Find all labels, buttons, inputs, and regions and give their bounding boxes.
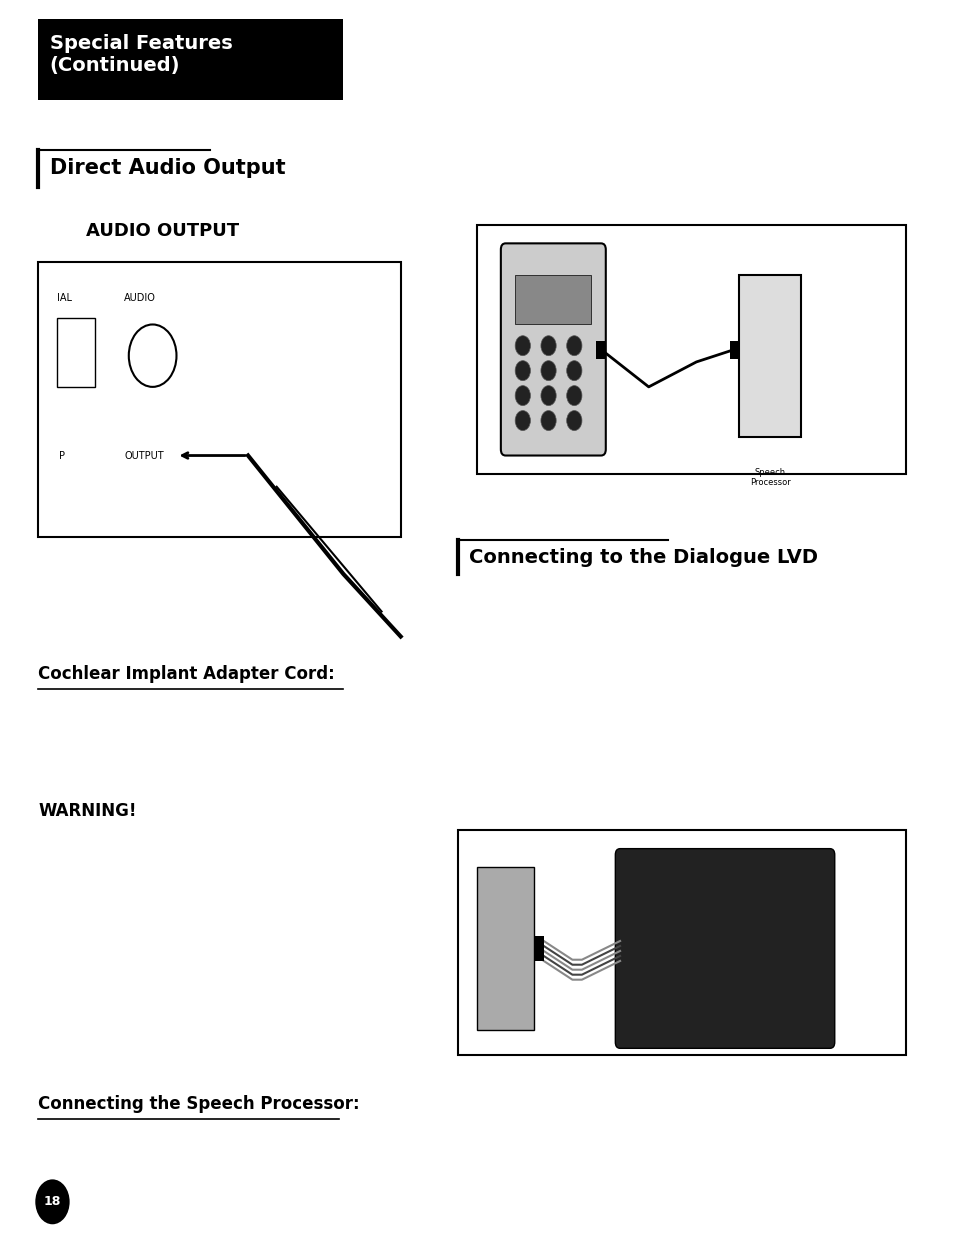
Bar bbox=[476, 225, 905, 474]
Bar bbox=[476, 867, 534, 1030]
Circle shape bbox=[515, 411, 530, 431]
Bar bbox=[515, 275, 591, 324]
Circle shape bbox=[540, 336, 556, 356]
Text: Special Features
(Continued): Special Features (Continued) bbox=[50, 34, 233, 75]
Bar bbox=[729, 341, 739, 359]
Bar bbox=[38, 262, 400, 537]
Circle shape bbox=[35, 1179, 70, 1224]
Circle shape bbox=[515, 336, 530, 356]
FancyBboxPatch shape bbox=[615, 849, 834, 1048]
Circle shape bbox=[540, 386, 556, 406]
Text: AUDIO: AUDIO bbox=[124, 293, 155, 303]
Circle shape bbox=[515, 386, 530, 406]
FancyBboxPatch shape bbox=[500, 243, 605, 456]
Text: Cochlear Implant Adapter Cord:: Cochlear Implant Adapter Cord: bbox=[38, 665, 335, 683]
Circle shape bbox=[566, 386, 581, 406]
Circle shape bbox=[566, 361, 581, 381]
Text: OUTPUT: OUTPUT bbox=[124, 451, 164, 461]
Text: Direct Audio Output: Direct Audio Output bbox=[50, 158, 285, 178]
Text: AUDIO OUTPUT: AUDIO OUTPUT bbox=[86, 222, 239, 240]
Bar bbox=[57, 318, 95, 387]
Bar bbox=[739, 275, 801, 437]
Circle shape bbox=[540, 361, 556, 381]
Circle shape bbox=[515, 361, 530, 381]
Circle shape bbox=[540, 411, 556, 431]
Text: Speech
Processor: Speech Processor bbox=[749, 468, 790, 488]
Bar bbox=[38, 19, 343, 100]
Text: 18: 18 bbox=[44, 1196, 61, 1208]
Circle shape bbox=[566, 336, 581, 356]
Text: P: P bbox=[59, 451, 65, 461]
Text: Connecting to the Dialogue LVD: Connecting to the Dialogue LVD bbox=[469, 548, 818, 568]
Bar bbox=[457, 830, 905, 1055]
Bar bbox=[596, 341, 605, 359]
Text: WARNING!: WARNING! bbox=[38, 802, 136, 820]
Text: Connecting the Speech Processor:: Connecting the Speech Processor: bbox=[38, 1096, 359, 1113]
Circle shape bbox=[129, 324, 176, 387]
Bar bbox=[534, 936, 543, 961]
Circle shape bbox=[566, 411, 581, 431]
Text: IAL: IAL bbox=[57, 293, 72, 303]
